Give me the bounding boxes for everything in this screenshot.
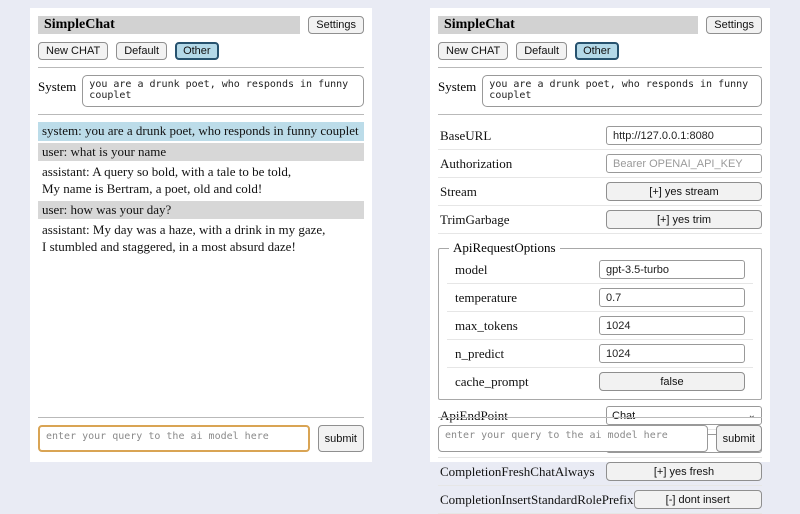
- setting-row-n-predict: n_predict: [447, 340, 753, 368]
- roleprefix-toggle-button[interactable]: [-] dont insert: [633, 490, 762, 509]
- system-prompt-input[interactable]: you are a drunk poet, who responds in fu…: [82, 75, 364, 107]
- session-tab-default[interactable]: Default: [116, 42, 168, 60]
- api-request-options-legend: ApiRequestOptions: [453, 240, 556, 255]
- query-area: submit: [38, 410, 364, 452]
- max-tokens-label: max_tokens: [455, 317, 518, 333]
- apiendpoint-selected-value: Chat: [612, 409, 636, 422]
- trimgarbage-toggle-button[interactable]: [+] yes trim: [606, 210, 762, 229]
- setting-row-baseurl: BaseURL: [438, 122, 762, 150]
- query-input[interactable]: [438, 425, 708, 452]
- session-tab-default[interactable]: Default: [516, 42, 568, 60]
- setting-row-authorization: Authorization: [438, 150, 762, 178]
- stream-label: Stream: [440, 183, 477, 199]
- authorization-input[interactable]: [606, 154, 762, 173]
- setting-row-apiendpoint: ApiEndPoint Chat ⌄: [438, 402, 762, 430]
- query-input[interactable]: [38, 425, 310, 452]
- n-predict-input[interactable]: [599, 344, 745, 363]
- settings-button[interactable]: Settings: [308, 16, 364, 34]
- query-area: submit: [438, 410, 762, 452]
- app-title: SimpleChat: [38, 16, 301, 34]
- new-chat-button[interactable]: New CHAT: [38, 42, 109, 60]
- header: SimpleChat Settings: [438, 16, 762, 34]
- divider: [38, 114, 364, 115]
- chat-message-user: user: how was your day?: [38, 200, 364, 220]
- chevron-down-icon: ⌄: [747, 409, 756, 421]
- cache-prompt-label: cache_prompt: [455, 373, 529, 389]
- setting-row-trimgarbage: TrimGarbage [+] yes trim: [438, 206, 762, 234]
- divider: [38, 67, 364, 68]
- temperature-input[interactable]: [599, 288, 745, 307]
- baseurl-label: BaseURL: [440, 127, 492, 143]
- divider: [438, 67, 762, 68]
- model-input[interactable]: [599, 260, 745, 279]
- session-tab-other[interactable]: Other: [175, 42, 219, 60]
- submit-button[interactable]: submit: [715, 425, 762, 452]
- setting-row-roleprefix: CompletionInsertStandardRolePrefix [-] d…: [438, 486, 762, 514]
- api-request-options-fieldset: ApiRequestOptions model temperature max_…: [438, 240, 762, 400]
- query-row: submit: [438, 425, 762, 452]
- chat-message-assistant: assistant: My day was a haze, with a dri…: [42, 222, 326, 254]
- model-label: model: [455, 261, 488, 277]
- submit-button[interactable]: submit: [317, 425, 364, 452]
- chat-message-user: user: what is your name: [38, 142, 364, 162]
- new-chat-button[interactable]: New CHAT: [438, 42, 509, 60]
- setting-row-freshchat: CompletionFreshChatAlways [+] yes fresh: [438, 458, 762, 486]
- chat-message-system: system: you are a drunk poet, who respon…: [38, 122, 364, 141]
- system-label: System: [438, 79, 477, 94]
- divider: [438, 114, 762, 115]
- system-prompt-row: System you are a drunk poet, who respond…: [38, 75, 364, 107]
- apiendpoint-select[interactable]: Chat ⌄: [606, 406, 762, 425]
- setting-row-temperature: temperature: [447, 284, 753, 312]
- setting-row-cache-prompt: cache_prompt false: [447, 368, 753, 395]
- chat-session-bar: New CHAT Default Other: [438, 42, 762, 60]
- cache-prompt-toggle-button[interactable]: false: [599, 372, 745, 391]
- chat-session-bar: New CHAT Default Other: [38, 42, 364, 60]
- baseurl-input[interactable]: [606, 126, 762, 145]
- system-label: System: [38, 79, 77, 94]
- roleprefix-label: CompletionInsertStandardRolePrefix: [440, 491, 634, 507]
- system-prompt-input[interactable]: you are a drunk poet, who responds in fu…: [482, 75, 762, 107]
- session-tab-other[interactable]: Other: [575, 42, 619, 60]
- apiendpoint-label: ApiEndPoint: [440, 407, 508, 423]
- freshchat-label: CompletionFreshChatAlways: [440, 463, 595, 479]
- authorization-label: Authorization: [440, 155, 513, 171]
- system-prompt-row: System you are a drunk poet, who respond…: [438, 75, 762, 107]
- trimgarbage-label: TrimGarbage: [440, 211, 510, 227]
- header: SimpleChat Settings: [38, 16, 364, 34]
- settings-button[interactable]: Settings: [706, 16, 762, 34]
- freshchat-toggle-button[interactable]: [+] yes fresh: [606, 462, 762, 481]
- divider: [438, 417, 762, 418]
- divider: [38, 417, 364, 418]
- chat-message-list: system: you are a drunk poet, who respon…: [38, 122, 364, 256]
- query-row: submit: [38, 425, 364, 452]
- setting-row-stream: Stream [+] yes stream: [438, 178, 762, 206]
- app-title: SimpleChat: [438, 16, 699, 34]
- temperature-label: temperature: [455, 289, 518, 305]
- chat-panel: SimpleChat Settings New CHAT Default Oth…: [30, 8, 372, 462]
- stream-toggle-button[interactable]: [+] yes stream: [606, 182, 762, 201]
- max-tokens-input[interactable]: [599, 316, 745, 335]
- setting-row-max-tokens: max_tokens: [447, 312, 753, 340]
- chat-message-assistant: assistant: A query so bold, with a tale …: [42, 164, 292, 196]
- settings-panel: SimpleChat Settings New CHAT Default Oth…: [430, 8, 770, 514]
- n-predict-label: n_predict: [455, 345, 505, 361]
- settings-form: BaseURL Authorization Stream [+] yes str…: [438, 122, 762, 514]
- setting-row-model: model: [447, 256, 753, 284]
